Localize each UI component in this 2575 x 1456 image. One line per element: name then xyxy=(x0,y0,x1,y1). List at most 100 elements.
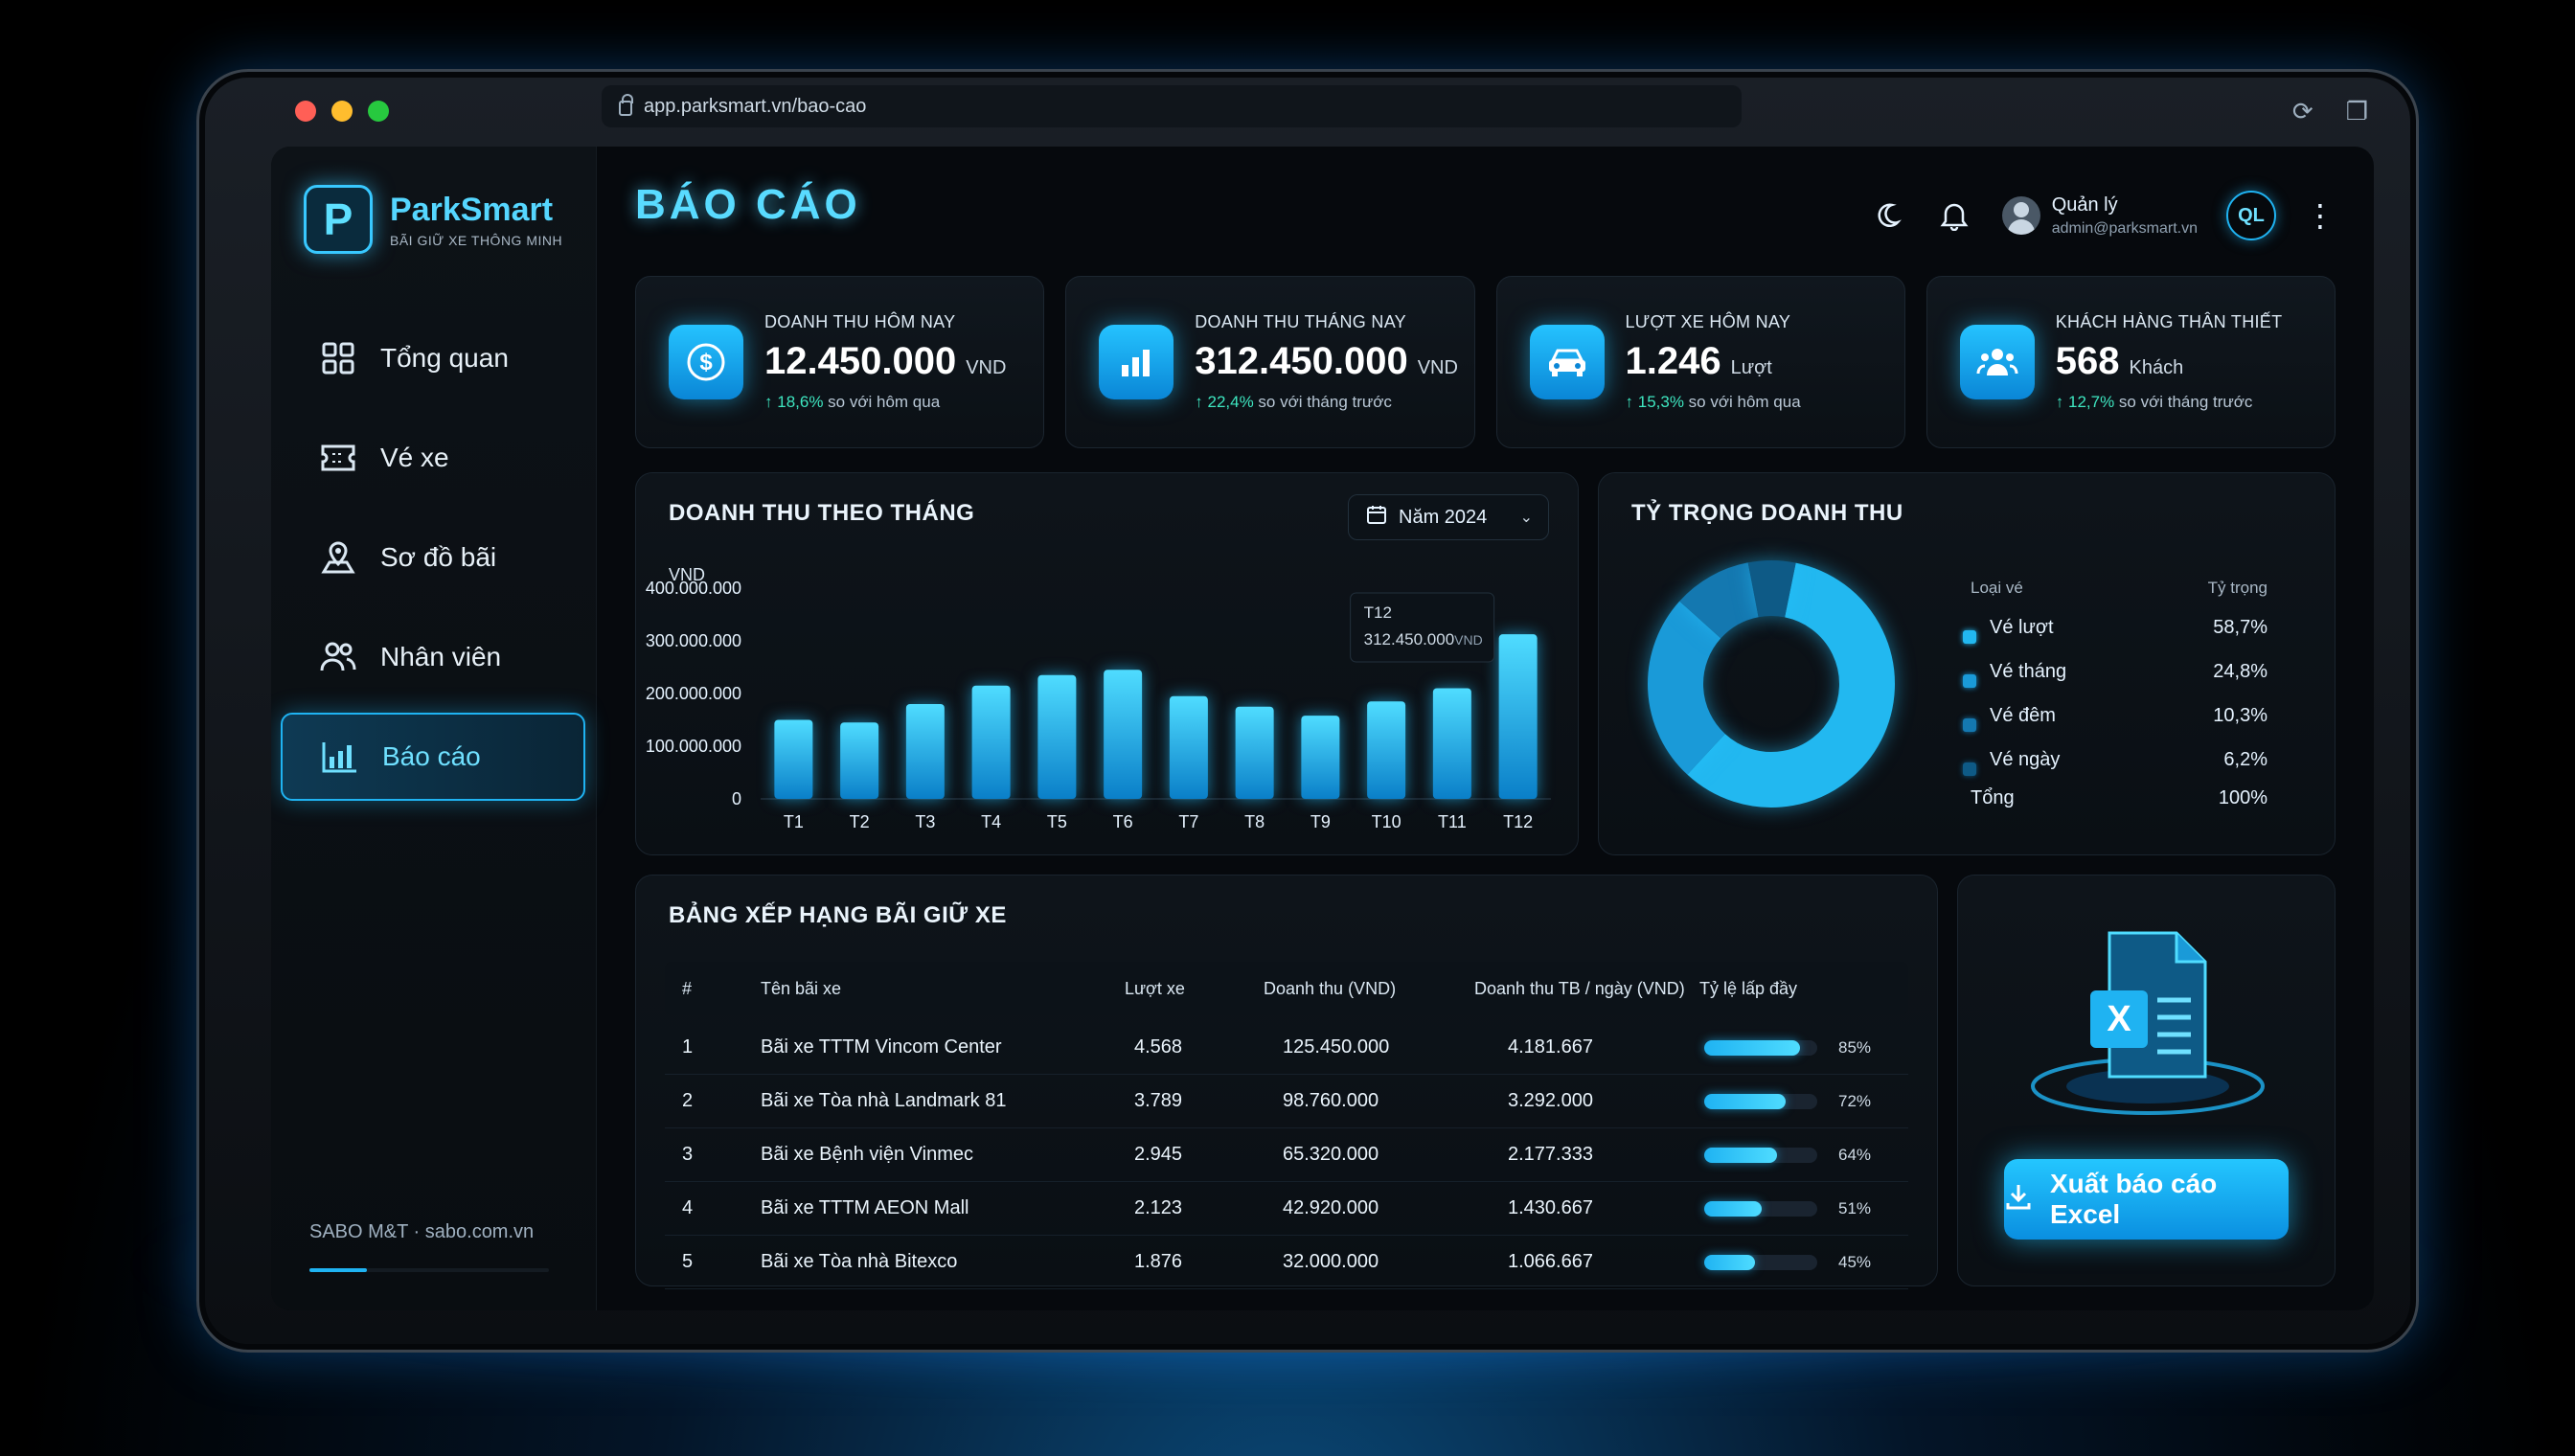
parksmart-logo: P xyxy=(304,185,373,254)
visits-cell: 3.789 xyxy=(1134,1090,1183,1111)
donut-slice[interactable] xyxy=(1648,601,1726,775)
sidebar-item-staff[interactable]: Nhân viên xyxy=(271,613,596,701)
x-tick-label: T5 xyxy=(1047,812,1067,831)
table-row[interactable]: 3 Bãi xe Bệnh viện Vinmec 2.945 65.320.0… xyxy=(665,1128,1908,1182)
bar[interactable] xyxy=(1367,701,1406,799)
sidebar-item-label: Báo cáo xyxy=(382,741,481,771)
share-col-type: Loại vé xyxy=(1971,579,2023,597)
sidebar-item-parking-map[interactable]: Sơ đồ bãi xyxy=(271,513,596,602)
bar[interactable] xyxy=(1432,688,1471,800)
share-value: 6,2% xyxy=(2223,749,2267,770)
close-window-button[interactable] xyxy=(295,101,316,122)
bar[interactable] xyxy=(774,719,813,800)
bar[interactable] xyxy=(905,704,945,799)
brand-tagline: BÃI GIỮ XE THÔNG MINH xyxy=(390,232,563,248)
more-options-icon[interactable]: ⋮ xyxy=(2305,198,2336,233)
x-tick-label: T11 xyxy=(1438,812,1467,831)
sidebar-item-label: Tổng quan xyxy=(380,343,509,373)
download-icon xyxy=(2004,1182,2033,1217)
user-menu[interactable]: Quản lý admin@parksmart.vn xyxy=(2001,194,2198,238)
trend-up-icon: ↑ xyxy=(1625,393,1638,411)
url-text: app.parksmart.vn/bao-cao xyxy=(644,95,867,117)
lock-icon xyxy=(619,94,633,116)
visits-cell: 1.876 xyxy=(1134,1251,1183,1272)
calendar-icon xyxy=(1366,504,1387,531)
donut-slice[interactable] xyxy=(1679,562,1760,640)
share-total-row: Tổng 100% xyxy=(1963,787,2296,830)
occupancy-bar xyxy=(1704,1040,1817,1056)
sidebar: P ParkSmart BÃI GIỮ XE THÔNG MINH Tổng q… xyxy=(271,147,597,1310)
occupancy-bar xyxy=(1704,1148,1817,1163)
chevron-down-icon: ⌄ xyxy=(1519,510,1533,526)
x-tick-label: T4 xyxy=(981,812,1001,831)
y-tick-label: 0 xyxy=(732,789,741,808)
grid-icon xyxy=(319,339,357,377)
bar[interactable] xyxy=(1169,695,1208,799)
moon-icon[interactable] xyxy=(1868,196,1906,235)
address-bar[interactable]: app.parksmart.vn/bao-cao xyxy=(602,85,1742,127)
ranking-table-panel: BẢNG XẾP HẠNG BÃI GIỮ XE # Tên bãi xe Lư… xyxy=(635,875,1938,1289)
bar[interactable] xyxy=(1104,670,1143,799)
maximize-window-button[interactable] xyxy=(368,101,389,122)
kpi-delta-text: so với tháng trước xyxy=(1258,393,1392,411)
revenue-share-panel: TỶ TRỌNG DOANH THU Loại vé Tỷ trọng Vé l… xyxy=(1598,472,2336,855)
revenue-share-title: TỶ TRỌNG DOANH THU xyxy=(1631,500,1903,526)
table-row[interactable]: 1 Bãi xe TTTM Vincom Center 4.568 125.45… xyxy=(665,1021,1908,1075)
x-tick-label: T7 xyxy=(1178,812,1198,831)
bar[interactable] xyxy=(1301,716,1340,799)
bar[interactable] xyxy=(840,722,879,799)
brand[interactable]: P ParkSmart BÃI GIỮ XE THÔNG MINH xyxy=(304,185,562,254)
kpi-unit: VND xyxy=(966,357,1007,378)
sidebar-scrollbar[interactable] xyxy=(309,1268,549,1272)
bar[interactable] xyxy=(1037,674,1077,799)
name-cell: Bãi xe Tòa nhà Bitexco xyxy=(761,1251,958,1272)
kpi-value: 312.450.000 xyxy=(1195,340,1408,382)
x-tick-label: T8 xyxy=(1244,812,1265,831)
table-row[interactable]: 4 Bãi xe TTTM AEON Mall 2.123 42.920.000… xyxy=(665,1182,1908,1236)
minimize-window-button[interactable] xyxy=(331,101,353,122)
avg-revenue-cell: 3.292.000 xyxy=(1508,1090,1593,1111)
y-tick-label: 100.000.000 xyxy=(646,737,741,756)
users-icon xyxy=(319,638,357,676)
kpi-delta-text: so với hôm qua xyxy=(828,393,941,411)
table-row[interactable]: 2 Bãi xe Tòa nhà Landmark 81 3.789 98.76… xyxy=(665,1075,1908,1128)
tooltip-month: T12 xyxy=(1364,603,1392,622)
export-excel-button[interactable]: Xuất báo cáo Excel xyxy=(2004,1159,2289,1240)
tooltip-unit: VND xyxy=(1454,632,1483,648)
visits-cell: 4.568 xyxy=(1134,1036,1183,1058)
name-cell: Bãi xe Tòa nhà Landmark 81 xyxy=(761,1090,1007,1111)
legend-swatch xyxy=(1963,674,1976,688)
y-tick-label: 400.000.000 xyxy=(646,579,741,598)
avatar xyxy=(2001,196,2040,235)
window-icon[interactable]: ❐ xyxy=(2345,97,2368,125)
sidebar-item-reports[interactable]: Báo cáo xyxy=(281,713,585,801)
user-initials-badge[interactable]: QL xyxy=(2226,191,2276,240)
brand-name: ParkSmart xyxy=(390,191,554,228)
ranking-title: BẢNG XẾP HẠNG BÃI GIỮ XE xyxy=(669,902,1007,928)
bell-icon[interactable] xyxy=(1935,196,1973,235)
kpi-cards: $ DOANH THU HÔM NAY 12.450.000 VND ↑ 18,6… xyxy=(635,276,2336,448)
kpi-unit: Lượt xyxy=(1730,357,1772,378)
donut-slice[interactable] xyxy=(1687,562,1895,808)
kpi-unit: Khách xyxy=(2129,357,2184,378)
x-tick-label: T9 xyxy=(1310,812,1331,831)
share-legend-row: Vé đêm 10,3% xyxy=(1963,705,2296,747)
share-value: 58,7% xyxy=(2213,617,2267,638)
bar[interactable] xyxy=(1498,634,1538,799)
car-icon xyxy=(1529,325,1605,399)
bar[interactable] xyxy=(1235,706,1274,799)
sidebar-item-tickets[interactable]: Vé xe xyxy=(271,414,596,502)
sidebar-footer: SABO M&T · sabo.com.vn xyxy=(309,1221,535,1242)
occupancy-label: 45% xyxy=(1838,1253,1872,1271)
user-email: admin@parksmart.vn xyxy=(2051,219,2198,237)
sidebar-item-overview[interactable]: Tổng quan xyxy=(271,314,596,402)
reload-icon[interactable]: ⟳ xyxy=(2291,97,2313,125)
year-dropdown[interactable]: Năm 2024 ⌄ xyxy=(1348,494,1549,540)
occupancy-bar xyxy=(1704,1255,1817,1270)
revenue-cell: 65.320.000 xyxy=(1283,1144,1379,1165)
bar[interactable] xyxy=(971,685,1011,799)
table-row[interactable]: 5 Bãi xe Tòa nhà Bitexco 1.876 32.000.00… xyxy=(665,1236,1908,1289)
x-tick-label: T12 xyxy=(1503,812,1533,831)
kpi-delta: 12,7% xyxy=(2067,393,2115,411)
donut-slice[interactable] xyxy=(1747,560,1796,618)
